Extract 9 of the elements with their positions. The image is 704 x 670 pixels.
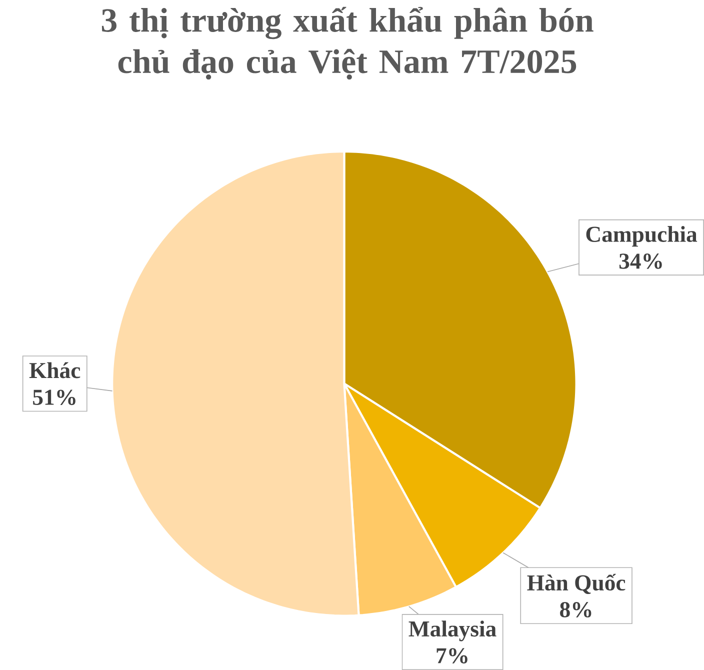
- data-label: 51%: [33, 390, 76, 406]
- slice-label: Khác: [29, 362, 80, 378]
- data-label: 7%: [436, 648, 468, 664]
- data-label: 34%: [619, 253, 662, 269]
- chart-title: 3 thị trường xuất khẩu phân bón chủ đạo của Việt Nam 7T/2025: [102, 6, 594, 80]
- slice-label: Malaysia: [408, 620, 496, 642]
- data-label: 8%: [560, 602, 592, 618]
- slice-label: Campuchia: [586, 226, 698, 247]
- slice-label: Hàn Quốc: [527, 574, 626, 594]
